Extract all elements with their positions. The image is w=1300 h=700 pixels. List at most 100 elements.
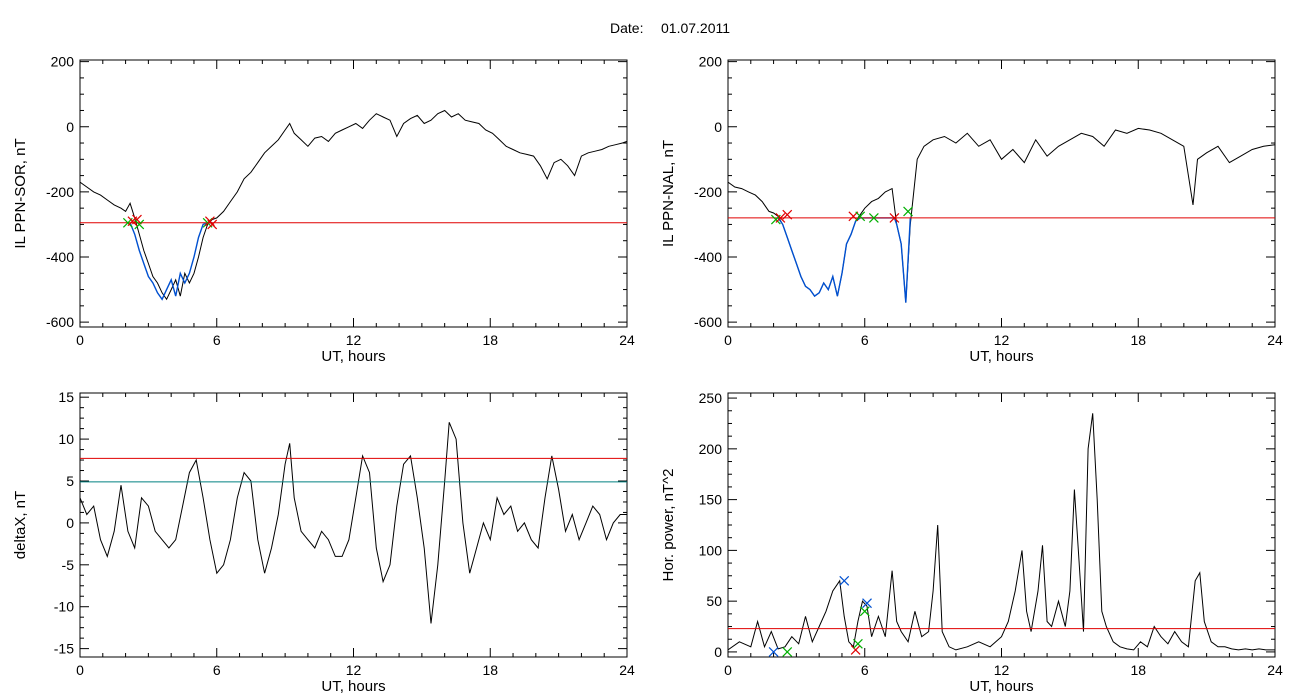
x-tick-label: 6: [861, 332, 869, 348]
chart-panels: 0 6 12 18 24 200 0 -200 -400 -600 UT, hours IL PPN-…: [12, 54, 1283, 695]
y-tick-label: 200: [699, 54, 723, 70]
y-tick-label: 100: [699, 542, 723, 558]
y-tick-label: -10: [54, 599, 74, 615]
x-tick-label: 24: [619, 332, 635, 348]
date-title-value: 01.07.2011: [661, 20, 730, 36]
event-marker-stroke: [859, 606, 870, 617]
x-axis-label: UT, hours: [969, 348, 1033, 365]
event-marker-stroke: [132, 214, 142, 225]
y-tick-label: 5: [66, 473, 74, 489]
y-tick-label: -200: [46, 184, 74, 200]
event-marker-stroke: [903, 206, 913, 217]
event-marker-stroke: [852, 638, 863, 649]
y-axis-label: IL PPN-SOR, nT: [12, 138, 29, 248]
x-tick-label: 24: [1267, 662, 1283, 678]
y-axis-label: deltaX, nT: [12, 491, 29, 559]
y-tick-label: 250: [699, 390, 723, 406]
x-tick-label: 6: [213, 332, 221, 348]
y-tick-label: -15: [54, 641, 74, 657]
x-tick-label: 24: [619, 662, 635, 678]
chart-panel-2: 0 6 12 18 24 200 0 -200 -400 -600 UT, hours IL PPN-…: [660, 54, 1283, 365]
y-tick-label: -600: [46, 314, 74, 330]
event-marker-stroke: [862, 598, 872, 609]
event-marker-stroke: [775, 212, 786, 223]
y-tick-label: 0: [714, 119, 722, 135]
series-line-1: [80, 109, 627, 301]
event-marker: [868, 212, 879, 223]
x-tick-label: 12: [994, 662, 1010, 678]
series-line-2: [129, 222, 213, 301]
y-tick-label: -400: [694, 249, 722, 265]
y-tick-label: 0: [714, 644, 722, 660]
event-marker-stroke: [839, 575, 850, 586]
event-marker-stroke: [768, 646, 779, 657]
x-tick-label: 24: [1267, 332, 1283, 348]
event-marker: [134, 219, 145, 230]
event-marker-stroke: [204, 216, 215, 227]
y-axis-label: Hor. power, nT^2: [660, 469, 677, 582]
x-tick-label: 18: [482, 332, 498, 348]
y-tick-label: -400: [46, 249, 74, 265]
event-marker-stroke: [868, 212, 879, 223]
y-axis-label: IL PPN-NAL, nT: [660, 140, 677, 247]
y-tick-label: -600: [694, 314, 722, 330]
x-tick-label: 0: [724, 662, 732, 678]
event-marker-stroke: [782, 209, 793, 220]
chart-panel-1: 0 6 12 18 24 200 0 -200 -400 -600 UT, hours IL PPN-…: [12, 54, 635, 365]
y-tick-label: 200: [699, 441, 723, 457]
x-tick-label: 18: [482, 662, 498, 678]
x-tick-label: 0: [76, 662, 84, 678]
x-axis-label: UT, hours: [321, 348, 385, 365]
event-marker: [132, 214, 142, 225]
x-tick-label: 0: [76, 332, 84, 348]
y-tick-label: -5: [62, 557, 75, 573]
x-tick-label: 12: [994, 332, 1010, 348]
y-tick-label: 50: [706, 593, 722, 609]
event-marker: [850, 644, 861, 655]
event-marker: [782, 646, 793, 657]
event-marker: [862, 598, 872, 609]
y-tick-label: 200: [51, 54, 75, 70]
event-marker: [782, 209, 793, 220]
x-axis-label: UT, hours: [969, 678, 1033, 695]
plot-area: [728, 413, 1275, 657]
event-marker-stroke: [889, 212, 900, 223]
x-axis-label: UT, hours: [321, 678, 385, 695]
y-tick-label: 0: [66, 119, 74, 135]
event-marker: [903, 206, 913, 217]
plot-area: [80, 109, 627, 301]
event-marker-stroke: [782, 646, 793, 657]
y-tick-label: 10: [58, 431, 74, 447]
event-marker-stroke: [855, 211, 866, 222]
event-marker: [768, 646, 779, 657]
series-line-1: [728, 413, 1275, 651]
event-marker: [855, 211, 866, 222]
y-tick-label: -200: [694, 184, 722, 200]
x-tick-label: 0: [724, 332, 732, 348]
x-tick-label: 6: [213, 662, 221, 678]
chart-panel-4: 0 6 12 18 24 250 200 150 100 50 0 UT, hours Hor. pow…: [660, 390, 1283, 695]
y-tick-label: 15: [58, 389, 74, 405]
chart-panel-3: 0 6 12 18 24 15 10 5 0 -5 -10 -15 UT, hours deltaX, n…: [12, 389, 635, 695]
event-marker-stroke: [134, 219, 145, 230]
x-tick-label: 12: [346, 332, 362, 348]
x-tick-label: 12: [346, 662, 362, 678]
plot-area: [728, 127, 1275, 303]
event-marker-stroke: [850, 644, 861, 655]
x-tick-label: 18: [1130, 332, 1146, 348]
series-line-1: [80, 422, 627, 624]
event-marker: [852, 638, 863, 649]
event-marker-stroke: [207, 219, 218, 230]
plot-area: [80, 422, 627, 624]
event-marker: [207, 219, 218, 230]
x-tick-label: 6: [861, 662, 869, 678]
x-tick-label: 18: [1130, 662, 1146, 678]
y-tick-label: 150: [699, 492, 723, 508]
event-marker: [839, 575, 850, 586]
y-tick-label: 0: [66, 515, 74, 531]
date-title-label: Date:: [610, 20, 643, 36]
event-marker: [775, 212, 786, 223]
event-marker: [859, 606, 870, 617]
